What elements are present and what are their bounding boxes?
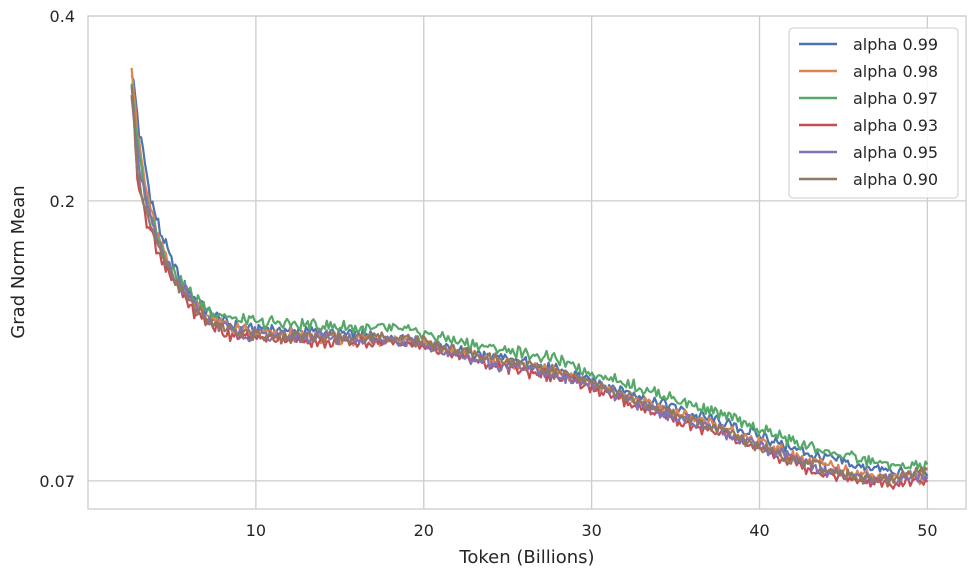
x-tick-label: 20 [414,521,434,540]
series-line [130,85,929,487]
legend-label: alpha 0.99 [853,35,938,54]
series-line [130,83,929,472]
x-axis-label: Token (Billions) [458,547,594,568]
series-lines [130,67,929,490]
legend-label: alpha 0.98 [853,62,938,81]
legend-label: alpha 0.95 [853,143,938,162]
tick-labels: 10 20 30 40 50 0.07 0.2 0.4 [39,7,937,540]
legend-label: alpha 0.90 [853,170,938,189]
y-tick-label: 0.07 [39,472,75,491]
legend-label: alpha 0.97 [853,89,938,108]
y-axis-label: Grad Norm Mean [8,185,29,338]
plot-frame [87,15,967,510]
y-tick-label: 0.4 [50,7,75,26]
x-tick-label: 50 [917,521,937,540]
legend-label: alpha 0.93 [853,116,938,135]
legend: alpha 0.99 alpha 0.98 alpha 0.97 alpha 0.93… [788,27,959,199]
x-tick-label: 40 [749,521,769,540]
x-tick-label: 30 [581,521,601,540]
y-tick-label: 0.2 [50,192,75,211]
x-tick-label: 10 [246,521,266,540]
series-line [130,96,929,485]
